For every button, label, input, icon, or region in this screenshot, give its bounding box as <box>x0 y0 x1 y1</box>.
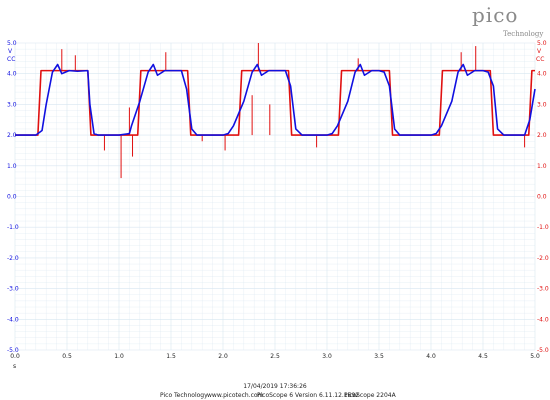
logo-main-text: pico <box>472 3 518 27</box>
left-y-tick-label: 2.0 <box>7 132 17 139</box>
footer: 17/04/2019 17:36:26 Pico Technology www.… <box>160 383 397 399</box>
plot-grid <box>14 42 536 351</box>
right-y-tick-label: 1.0 <box>537 163 547 170</box>
right-y-tick-label: -2.0 <box>537 255 549 262</box>
x-tick-label: 4.0 <box>426 353 436 360</box>
left-axis-unit: V <box>8 48 13 55</box>
right-y-tick-label: -1.0 <box>537 224 549 231</box>
right-axis-unit: V <box>537 48 542 55</box>
channel-a-trace <box>15 63 536 136</box>
left-y-tick-label: -4.0 <box>7 316 19 323</box>
right-y-tick-label: -5.0 <box>537 347 549 354</box>
x-tick-label: 5.0 <box>530 353 540 360</box>
x-tick-label: 3.5 <box>374 353 384 360</box>
footer-website: www.picotech.com <box>207 392 264 399</box>
right-y-tick-label: 5.0 <box>537 40 547 47</box>
left-y-tick-label: 5.0 <box>7 40 17 47</box>
left-axis-ticks: 5.0 4.0 3.0 2.0 1.0 0.0 -1.0 -2.0 -3.0 -4.0 -5.0 <box>7 40 19 354</box>
pico-logo: pico Technology <box>472 3 543 38</box>
right-y-tick-label: 4.0 <box>537 71 547 78</box>
right-y-tick-label: 0.0 <box>537 194 547 201</box>
left-y-tick-label: 0.0 <box>7 194 17 201</box>
footer-company: Pico Technology <box>160 392 208 399</box>
left-y-tick-label: -3.0 <box>7 286 19 293</box>
x-axis-unit-label: s <box>13 363 16 370</box>
left-y-tick-label: 1.0 <box>7 163 17 170</box>
right-y-tick-label: 3.0 <box>537 101 547 108</box>
left-y-tick-label: -2.0 <box>7 255 19 262</box>
right-axis-ticks: 5.0 4.0 3.0 2.0 1.0 0.0 -1.0 -2.0 -3.0 -4.0 -5.0 <box>537 40 549 354</box>
x-tick-label: 1.0 <box>114 353 124 360</box>
x-tick-label: 2.5 <box>270 353 280 360</box>
logo-sub-text: Technology <box>503 30 543 38</box>
capture-timestamp: 17/04/2019 17:36:26 <box>243 383 307 390</box>
x-tick-label: 1.5 <box>166 353 176 360</box>
channel-b-trace <box>15 69 535 136</box>
right-axis-units: V CC <box>536 48 544 63</box>
x-tick-label: 3.0 <box>322 353 332 360</box>
footer-device: PicoScope 2204A <box>344 392 397 399</box>
footer-software: PicoScope 6 Version 6.11.12.1692 <box>257 392 359 399</box>
x-tick-label: 4.5 <box>478 353 488 360</box>
right-axis-coupling: CC <box>536 56 544 63</box>
left-y-tick-label: 3.0 <box>7 101 17 108</box>
x-tick-label: 0.0 <box>10 353 20 360</box>
left-y-tick-label: 4.0 <box>7 71 17 78</box>
left-y-tick-label: -5.0 <box>7 347 19 354</box>
x-tick-label: 2.0 <box>218 353 228 360</box>
x-tick-label: 0.5 <box>62 353 72 360</box>
trace-layer <box>15 43 536 179</box>
right-y-tick-label: 2.0 <box>537 132 547 139</box>
right-y-tick-label: -3.0 <box>537 286 549 293</box>
left-axis-units: V CC <box>7 48 15 63</box>
left-axis-coupling: CC <box>7 56 15 63</box>
left-y-tick-label: -1.0 <box>7 224 19 231</box>
x-axis-ticks: 0.0 0.5 1.0 1.5 2.0 2.5 3.0 3.5 4.0 4.5 5.0 <box>10 353 540 360</box>
right-y-tick-label: -4.0 <box>537 316 549 323</box>
